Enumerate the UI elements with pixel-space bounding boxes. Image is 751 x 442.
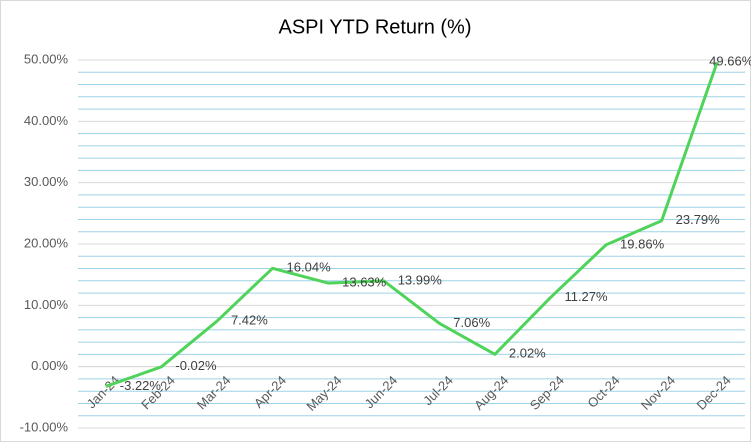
data-label: 16.04% bbox=[287, 260, 332, 275]
data-label: 49.66% bbox=[709, 54, 751, 69]
line-series bbox=[105, 61, 719, 388]
data-label: 7.06% bbox=[453, 315, 490, 330]
y-tick-label: 30.00% bbox=[24, 174, 69, 189]
data-label: 23.79% bbox=[676, 212, 721, 227]
data-label: 2.02% bbox=[509, 346, 546, 361]
data-label: 13.63% bbox=[342, 275, 387, 290]
y-tick-label: 20.00% bbox=[24, 235, 69, 250]
y-tick-label: -10.00% bbox=[20, 419, 69, 434]
data-label: 11.27% bbox=[564, 289, 608, 304]
data-label: -0.02% bbox=[175, 358, 217, 373]
y-tick-label: 50.00% bbox=[24, 51, 69, 66]
y-tick-label: 10.00% bbox=[24, 297, 69, 312]
y-tick-label: 40.00% bbox=[24, 113, 69, 128]
data-label: 19.86% bbox=[620, 236, 665, 251]
data-label: 13.99% bbox=[398, 272, 443, 287]
y-tick-label: 0.00% bbox=[31, 358, 68, 373]
data-label: 7.42% bbox=[231, 313, 268, 328]
chart-title: ASPI YTD Return (%) bbox=[278, 16, 471, 38]
data-label: -3.22% bbox=[120, 378, 162, 393]
